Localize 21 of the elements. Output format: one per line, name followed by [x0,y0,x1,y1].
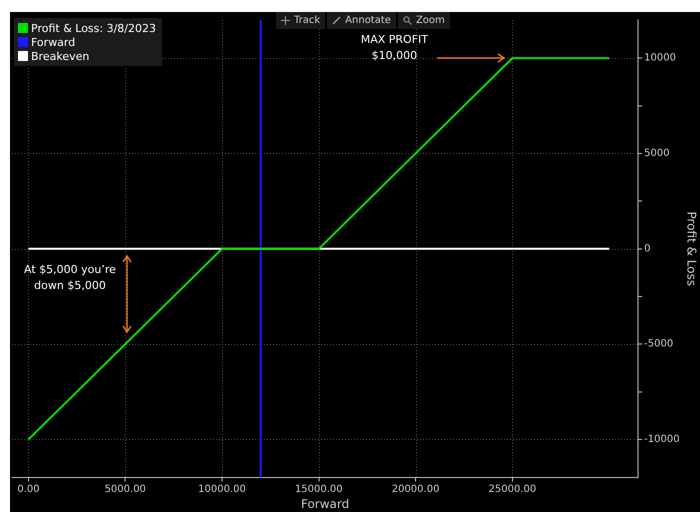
x-tick-label: 20000.00 [392,484,440,496]
legend-label: Profit & Loss: 3/8/2023 [31,22,156,34]
annotation: Annotate [345,15,391,26]
annotation: MAX PROFIT $10,000 [360,32,428,62]
x-tick-label: 10000.00 [198,484,246,496]
y-tick-label: 0 [644,243,651,254]
legend-label: Forward [31,36,76,48]
y-tick-label: -10000 [644,434,680,446]
x-axis-title: Forward [300,496,350,511]
x-tick-label: 15000.00 [294,484,343,496]
y-tick-label: -5000 [644,338,674,350]
x-tick-label: 0.00 [17,484,40,496]
x-tick-label: 5000.00 [104,484,146,496]
y-tick-label: 5000 [644,148,670,160]
x-tick-label: 25000.00 [488,484,536,496]
y-axis-title: Profit & Loss [684,211,699,286]
annotation: Track [294,15,320,26]
y-tick-label: 10000 [644,52,676,64]
annotation: At $5,000 you’re down $5,000 [23,262,117,294]
annotation: Zoom [416,15,445,26]
legend-label: Breakeven [31,50,90,62]
